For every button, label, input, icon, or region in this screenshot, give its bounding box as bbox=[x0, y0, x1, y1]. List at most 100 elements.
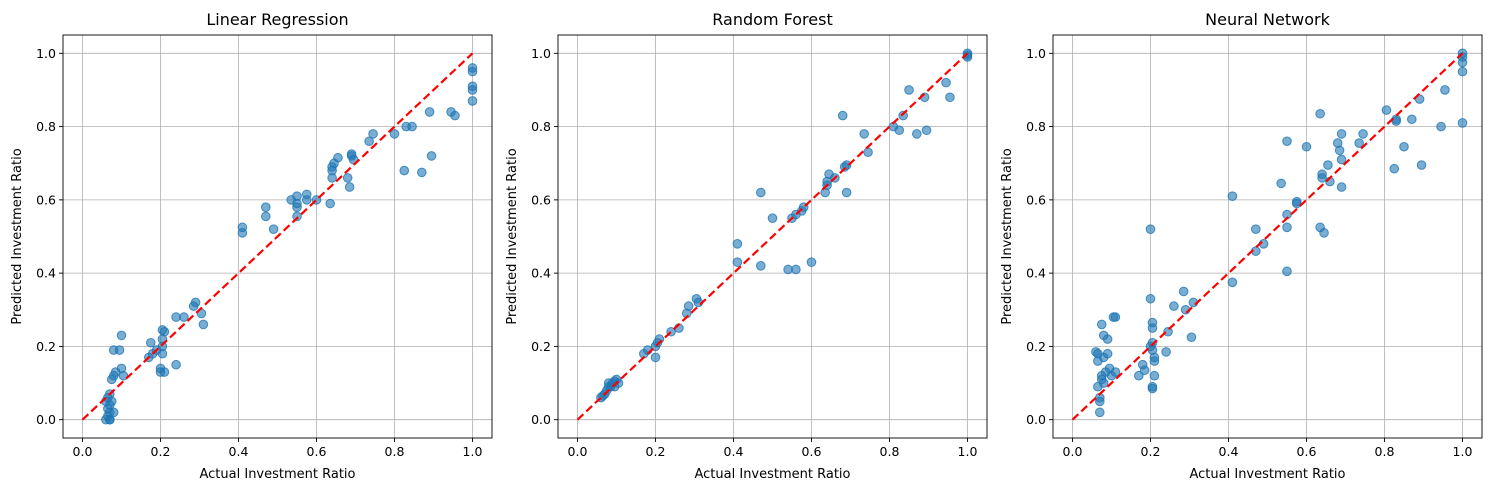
data-point bbox=[898, 110, 908, 121]
data-point bbox=[1102, 334, 1113, 344]
y-tick-label: 1.0 bbox=[531, 46, 551, 61]
data-point bbox=[1315, 108, 1325, 119]
y-tick-label: 0.6 bbox=[36, 192, 56, 207]
data-point bbox=[1096, 319, 1107, 330]
x-tick-label: 0.4 bbox=[229, 444, 249, 459]
data-point bbox=[1416, 160, 1427, 170]
data-point bbox=[791, 264, 801, 275]
data-point bbox=[683, 301, 694, 311]
y-tick-label: 0.2 bbox=[36, 339, 56, 354]
x-tick-label: 1.0 bbox=[1453, 444, 1473, 459]
data-point bbox=[1149, 370, 1160, 381]
y-tick-label: 1.0 bbox=[1026, 46, 1046, 61]
data-point bbox=[301, 189, 312, 200]
data-point bbox=[145, 337, 156, 348]
data-point bbox=[1110, 367, 1121, 377]
plot-frame bbox=[557, 34, 988, 439]
data-point bbox=[1389, 163, 1400, 174]
data-point bbox=[1336, 154, 1347, 165]
data-point bbox=[1227, 277, 1238, 288]
data-point bbox=[1147, 337, 1158, 348]
data-point bbox=[292, 211, 302, 222]
data-point bbox=[407, 121, 417, 132]
plot-frame bbox=[62, 34, 493, 439]
x-tick-label: 0.2 bbox=[1141, 444, 1161, 459]
data-point bbox=[292, 202, 302, 212]
data-point bbox=[732, 239, 743, 249]
ideal-fit-line bbox=[1071, 52, 1464, 421]
data-point bbox=[325, 198, 335, 209]
data-point bbox=[333, 152, 343, 163]
data-point bbox=[1227, 191, 1238, 201]
y-tick-label: 0.8 bbox=[1026, 119, 1046, 134]
data-point bbox=[962, 50, 973, 60]
y-tick-label: 0.4 bbox=[36, 266, 56, 281]
data-point bbox=[450, 110, 460, 121]
y-tick-label: 0.8 bbox=[531, 119, 551, 134]
charts-container: 0.0 0.0 0.2 0.2 0.4 0.4 0.6 0.6 0.8 0.8 1.0 1.0 Line… bbox=[10, 10, 1483, 482]
data-point bbox=[1291, 196, 1302, 207]
y-tick-label: 1.0 bbox=[36, 46, 56, 61]
data-point bbox=[1381, 105, 1392, 115]
data-point bbox=[1147, 383, 1158, 394]
data-point bbox=[921, 125, 932, 136]
chart-title: Random Forest bbox=[712, 10, 832, 29]
data-point bbox=[1399, 141, 1409, 152]
data-point bbox=[1276, 178, 1286, 189]
data-point bbox=[859, 129, 869, 139]
data-point bbox=[426, 151, 437, 161]
x-tick-label: 0.2 bbox=[151, 444, 171, 459]
data-point bbox=[1186, 332, 1197, 343]
data-point bbox=[841, 187, 852, 198]
data-point bbox=[261, 202, 271, 212]
data-point bbox=[1282, 136, 1292, 147]
data-point bbox=[1178, 286, 1189, 297]
data-point bbox=[1457, 57, 1468, 68]
data-point bbox=[1323, 160, 1333, 170]
data-point bbox=[105, 414, 115, 425]
chart-random-forest: 0.0 0.0 0.2 0.2 0.4 0.4 0.6 0.6 0.8 0.8 1.0 1.0 Rand… bbox=[505, 10, 988, 482]
y-tick-label: 0.2 bbox=[531, 339, 551, 354]
x-tick-label: 1.0 bbox=[463, 444, 483, 459]
data-point bbox=[364, 136, 374, 147]
data-point bbox=[912, 129, 922, 139]
x-axis-label: Actual Investment Ratio bbox=[200, 467, 356, 482]
y-tick-label: 0.2 bbox=[1026, 339, 1046, 354]
data-point bbox=[863, 147, 873, 158]
x-tick-label: 0.4 bbox=[1219, 444, 1239, 459]
data-point bbox=[342, 173, 353, 183]
data-point bbox=[1301, 141, 1312, 152]
data-point bbox=[1095, 407, 1105, 418]
chart-linear-regression: 0.0 0.0 0.2 0.2 0.4 0.4 0.6 0.6 0.8 0.8 1.0 1.0 Line… bbox=[10, 10, 493, 482]
data-point bbox=[1457, 66, 1468, 77]
data-point bbox=[756, 187, 766, 198]
data-point bbox=[261, 211, 271, 222]
data-point bbox=[1319, 228, 1329, 238]
data-point bbox=[159, 367, 170, 377]
data-point bbox=[1145, 293, 1156, 304]
data-point bbox=[108, 407, 119, 418]
data-point bbox=[116, 330, 127, 341]
data-point bbox=[1149, 352, 1160, 363]
data-point bbox=[114, 345, 125, 355]
y-tick-label: 0.0 bbox=[1026, 412, 1046, 427]
chart-title: Neural Network bbox=[1205, 10, 1330, 29]
data-point bbox=[1169, 301, 1179, 311]
y-axis-label: Predicted Investment Ratio bbox=[505, 148, 520, 324]
data-point bbox=[756, 261, 766, 271]
data-point bbox=[841, 160, 852, 170]
data-point bbox=[1145, 224, 1156, 234]
data-point bbox=[1134, 370, 1144, 381]
data-point bbox=[1440, 85, 1450, 95]
x-tick-label: 0.8 bbox=[385, 444, 405, 459]
data-point bbox=[399, 165, 410, 176]
data-point bbox=[1102, 348, 1113, 359]
x-tick-label: 0.4 bbox=[724, 444, 744, 459]
data-point bbox=[941, 77, 951, 88]
data-point bbox=[1336, 129, 1347, 139]
y-tick-label: 0.4 bbox=[531, 266, 551, 281]
data-point bbox=[1093, 356, 1103, 366]
data-point bbox=[1334, 145, 1345, 156]
